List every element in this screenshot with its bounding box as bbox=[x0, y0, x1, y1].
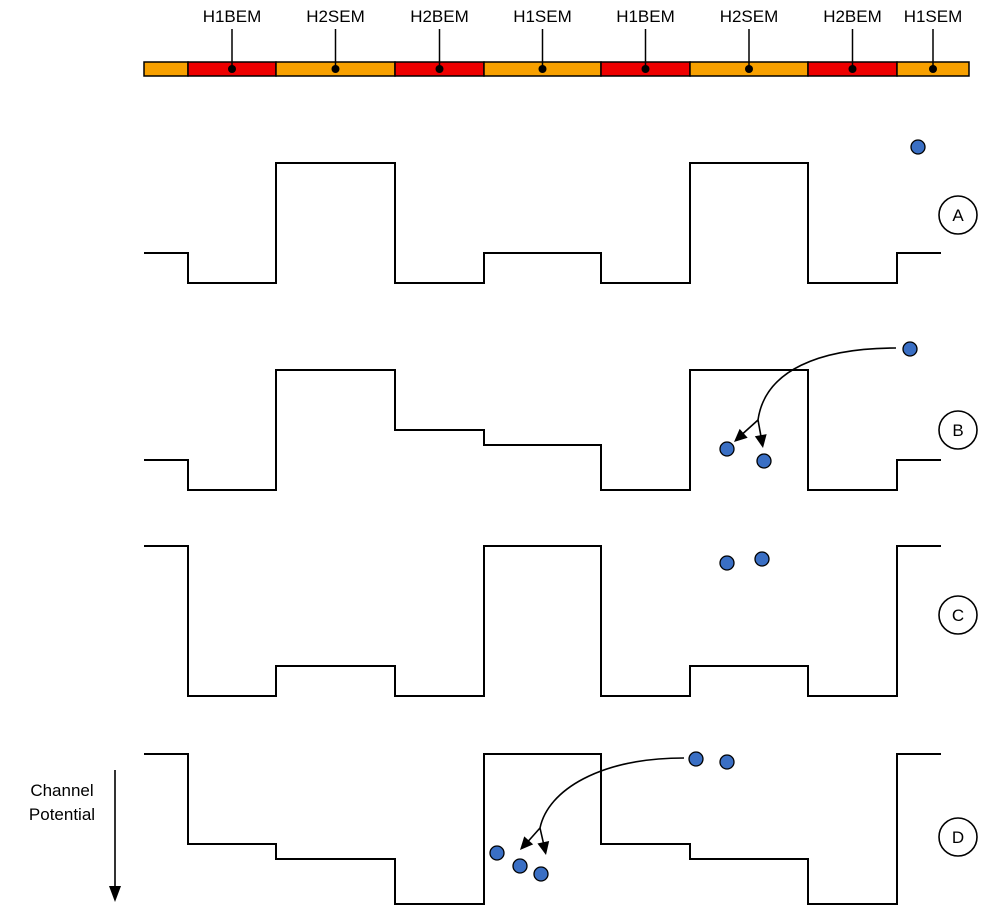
gate-contact-dot bbox=[642, 65, 650, 73]
gate-segment-1 bbox=[144, 62, 188, 76]
gate-label: H1BEM bbox=[203, 7, 262, 26]
electron bbox=[513, 859, 527, 873]
electron bbox=[720, 556, 734, 570]
electron bbox=[757, 454, 771, 468]
electron bbox=[490, 846, 504, 860]
channel-potential-axis: Channel Potential bbox=[29, 770, 121, 902]
gate-label: H1SEM bbox=[513, 7, 572, 26]
potential-profile-b bbox=[144, 370, 941, 490]
gate-label: H2BEM bbox=[410, 7, 469, 26]
electron bbox=[720, 442, 734, 456]
transfer-arrow bbox=[540, 758, 684, 828]
axis-arrow-head bbox=[109, 886, 121, 902]
axis-label-line2: Potential bbox=[29, 805, 95, 824]
panel-label: B bbox=[952, 421, 963, 440]
panel-label: C bbox=[952, 606, 964, 625]
gate-electrode-bar bbox=[144, 62, 969, 76]
gate-label: H2SEM bbox=[306, 7, 365, 26]
panel-label: A bbox=[952, 206, 964, 225]
arrow-head bbox=[537, 841, 549, 855]
gate-label: H1SEM bbox=[904, 7, 963, 26]
gate-contact-dot bbox=[332, 65, 340, 73]
gate-contact-dot bbox=[929, 65, 937, 73]
electrons bbox=[490, 140, 925, 881]
electron bbox=[911, 140, 925, 154]
electron bbox=[720, 755, 734, 769]
gate-label: H1BEM bbox=[616, 7, 675, 26]
electron bbox=[903, 342, 917, 356]
gate-label: H2BEM bbox=[823, 7, 882, 26]
gate-label: H2SEM bbox=[720, 7, 779, 26]
arrow-head bbox=[755, 434, 767, 448]
transfer-arrow bbox=[758, 348, 896, 420]
axis-label-line1: Channel bbox=[30, 781, 93, 800]
gate-contact-dot bbox=[436, 65, 444, 73]
electron bbox=[755, 552, 769, 566]
gate-contact-dot bbox=[745, 65, 753, 73]
potential-profile-c bbox=[144, 546, 941, 696]
electron bbox=[534, 867, 548, 881]
panel-label: D bbox=[952, 828, 964, 847]
gate-contact-dot bbox=[849, 65, 857, 73]
potential-panels: A B C D bbox=[144, 163, 977, 904]
potential-profile-a bbox=[144, 163, 941, 283]
gate-contact-dot bbox=[228, 65, 236, 73]
electron bbox=[689, 752, 703, 766]
gate-contact-dot bbox=[539, 65, 547, 73]
